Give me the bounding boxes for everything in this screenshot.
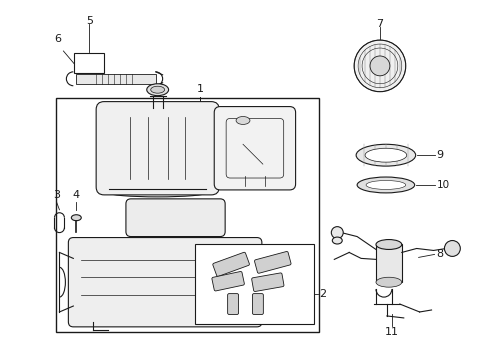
Bar bbox=[56, 98, 319, 332]
Circle shape bbox=[444, 240, 459, 256]
Ellipse shape bbox=[366, 180, 405, 189]
Text: 8: 8 bbox=[436, 249, 443, 260]
FancyBboxPatch shape bbox=[96, 102, 219, 195]
Text: 11: 11 bbox=[384, 327, 398, 337]
Circle shape bbox=[353, 40, 405, 92]
FancyBboxPatch shape bbox=[214, 107, 295, 190]
Bar bbox=[375, 244, 401, 282]
Text: 5: 5 bbox=[85, 16, 93, 26]
Text: 3: 3 bbox=[53, 190, 60, 200]
Text: 10: 10 bbox=[436, 180, 448, 190]
Ellipse shape bbox=[375, 239, 401, 249]
Ellipse shape bbox=[236, 117, 249, 125]
Circle shape bbox=[331, 227, 343, 239]
Text: 6: 6 bbox=[54, 34, 61, 44]
FancyBboxPatch shape bbox=[251, 273, 284, 292]
Text: 7: 7 bbox=[376, 19, 383, 29]
Text: 1: 1 bbox=[197, 84, 203, 94]
FancyBboxPatch shape bbox=[212, 252, 249, 276]
Bar bbox=[76, 74, 155, 84]
Text: 9: 9 bbox=[436, 150, 443, 160]
FancyBboxPatch shape bbox=[254, 251, 290, 273]
Ellipse shape bbox=[365, 148, 406, 162]
Ellipse shape bbox=[146, 84, 168, 96]
Ellipse shape bbox=[375, 277, 401, 287]
Ellipse shape bbox=[71, 215, 81, 221]
FancyBboxPatch shape bbox=[252, 294, 263, 314]
Ellipse shape bbox=[356, 177, 414, 193]
Ellipse shape bbox=[355, 144, 415, 166]
FancyBboxPatch shape bbox=[211, 271, 244, 291]
Text: 2: 2 bbox=[319, 289, 326, 299]
Bar bbox=[195, 244, 314, 324]
Ellipse shape bbox=[332, 237, 342, 244]
FancyBboxPatch shape bbox=[227, 294, 238, 314]
Text: 4: 4 bbox=[73, 190, 80, 200]
Circle shape bbox=[369, 56, 389, 76]
FancyBboxPatch shape bbox=[68, 238, 262, 327]
FancyBboxPatch shape bbox=[126, 199, 224, 237]
Ellipse shape bbox=[150, 86, 164, 93]
Bar bbox=[74, 53, 104, 73]
